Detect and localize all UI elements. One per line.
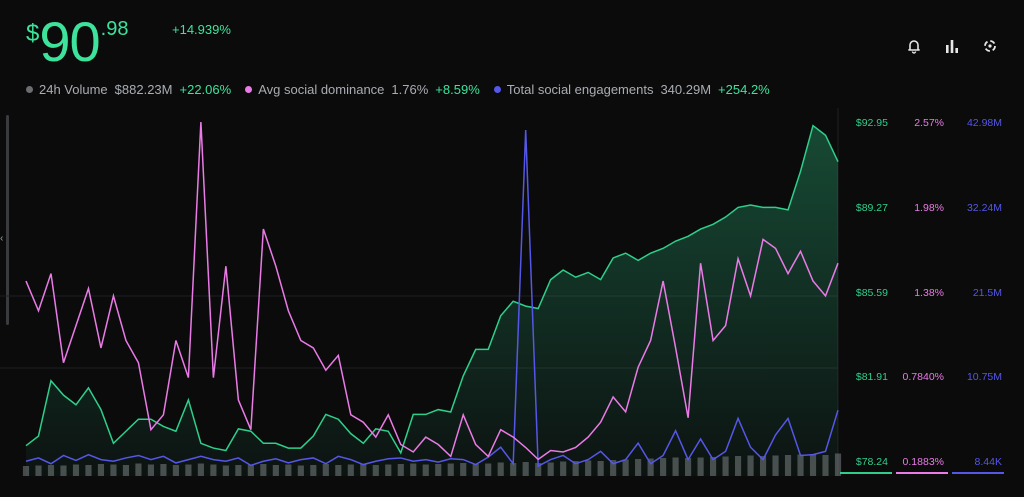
dominance-dot	[245, 86, 253, 93]
price-tick-label: $89.27	[856, 202, 888, 214]
legend-change: +8.59%	[435, 82, 480, 97]
legend-change: +22.06%	[179, 82, 232, 97]
dominance-tick-label: 2.57%	[914, 117, 944, 129]
vertical-scrollbar[interactable]	[6, 115, 9, 325]
engagements-tick-label: 32.24M	[967, 202, 1002, 214]
legend-item-engagements[interactable]: Total social engagements 340.29M +254.2%	[493, 82, 770, 97]
bar-chart-icon[interactable]	[942, 36, 962, 56]
chart-legend: 24h Volume $882.23M +22.06% Avg social d…	[26, 82, 784, 97]
price-decimal: .98	[100, 18, 129, 40]
legend-item-dominance[interactable]: Avg social dominance 1.76% +8.59%	[245, 82, 480, 97]
dominance-tick-label: 1.98%	[914, 202, 944, 214]
chevron-left-icon[interactable]: ‹	[0, 233, 4, 244]
legend-value: 340.29M	[660, 82, 712, 97]
chart-axes: $92.95 $89.27 $85.59 $81.91 $78.24 2.57% 1.98%…	[840, 117, 1004, 474]
dominance-tick-label: 0.1883%	[903, 456, 944, 468]
settings-icon[interactable]	[980, 36, 1000, 56]
legend-value: $882.23M	[114, 82, 173, 97]
price-area	[26, 125, 838, 476]
dominance-tick-label: 0.7840%	[903, 371, 944, 383]
price-change: +14.939%	[172, 22, 231, 37]
engagements-line	[25, 130, 839, 468]
price-line	[25, 124, 839, 455]
bell-icon[interactable]	[904, 36, 924, 56]
legend-label: Total social engagements	[506, 82, 654, 97]
current-price: $90.98	[26, 14, 128, 70]
price-tick-label: $78.24	[856, 456, 888, 468]
price-currency: $	[26, 20, 40, 47]
engagements-tick-label: 42.98M	[967, 117, 1002, 129]
dominance-line	[25, 121, 839, 461]
price-tick-label: $85.59	[856, 287, 888, 299]
engagements-tick-label: 8.44K	[975, 456, 1002, 468]
price-tick-label: $81.91	[856, 371, 888, 383]
legend-label: Avg social dominance	[258, 82, 385, 97]
price-tick-label: $92.95	[856, 117, 888, 129]
engagements-tick-label: 21.5M	[973, 287, 1002, 299]
engagements-dot	[493, 86, 501, 93]
legend-change: +254.2%	[718, 82, 770, 97]
price-integer: 90	[39, 10, 100, 73]
engagements-tick-label: 10.75M	[967, 371, 1002, 383]
legend-value: 1.76%	[391, 82, 429, 97]
dominance-tick-label: 1.38%	[914, 287, 944, 299]
chart-toolbar	[904, 36, 1000, 56]
legend-label: 24h Volume	[39, 82, 108, 97]
volume-dot	[26, 86, 33, 93]
legend-item-volume[interactable]: 24h Volume $882.23M +22.06%	[26, 82, 231, 97]
